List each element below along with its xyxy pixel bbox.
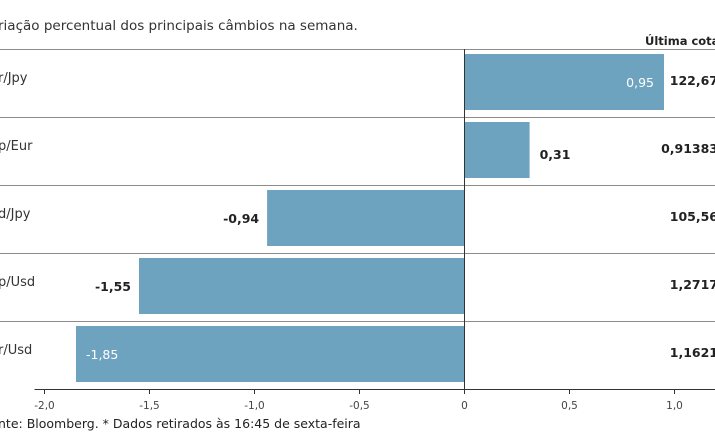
x-tick-label: -1,5 <box>139 400 160 412</box>
data-label: 0,95 <box>626 75 654 90</box>
category-label: p/Usd <box>0 275 35 290</box>
footnote: nte: Bloomberg. * Dados retirados às 16:… <box>0 416 361 431</box>
chart-subtitle: riação percentual dos principais câmbios… <box>0 18 358 34</box>
data-label: 0,31 <box>540 147 571 162</box>
data-label: -1,85 <box>86 347 118 362</box>
bar <box>267 190 465 246</box>
last-quote-value: 1,2717 <box>670 277 715 292</box>
x-tick-label: 0,5 <box>561 400 578 412</box>
last-quote-value: 1,1621 <box>670 345 715 360</box>
category-label: p/Eur <box>0 139 33 154</box>
chart-rows: r/Jpy 0,95 122,67 p/Eur 0,31 0,91383 d/Jpy -0,9… <box>0 49 715 389</box>
x-tick-label: -0,5 <box>349 400 370 412</box>
x-axis: -2,0 -1,5 -1,0 -0,5 0 0,5 1,0 <box>34 389 715 412</box>
last-quote-value: 122,67 <box>670 73 715 88</box>
category-label: r/Usd <box>0 343 32 358</box>
bar <box>76 326 465 382</box>
x-tick-label: -1,0 <box>244 400 265 412</box>
data-label: -1,55 <box>95 279 131 294</box>
quote-column-header: Última cotaç <box>645 33 715 48</box>
x-tick-label: 1,0 <box>666 400 683 412</box>
x-tick-label: 0 <box>461 400 468 412</box>
last-quote-value: 105,56 <box>670 209 715 224</box>
x-tick-label: -2,0 <box>34 400 55 412</box>
data-label: -0,94 <box>223 211 259 226</box>
category-label: d/Jpy <box>0 207 31 222</box>
last-quote-value: 0,91383 <box>661 141 715 156</box>
bar <box>139 258 465 314</box>
bar <box>464 54 664 110</box>
bar <box>464 122 530 178</box>
category-label: r/Jpy <box>0 71 28 86</box>
